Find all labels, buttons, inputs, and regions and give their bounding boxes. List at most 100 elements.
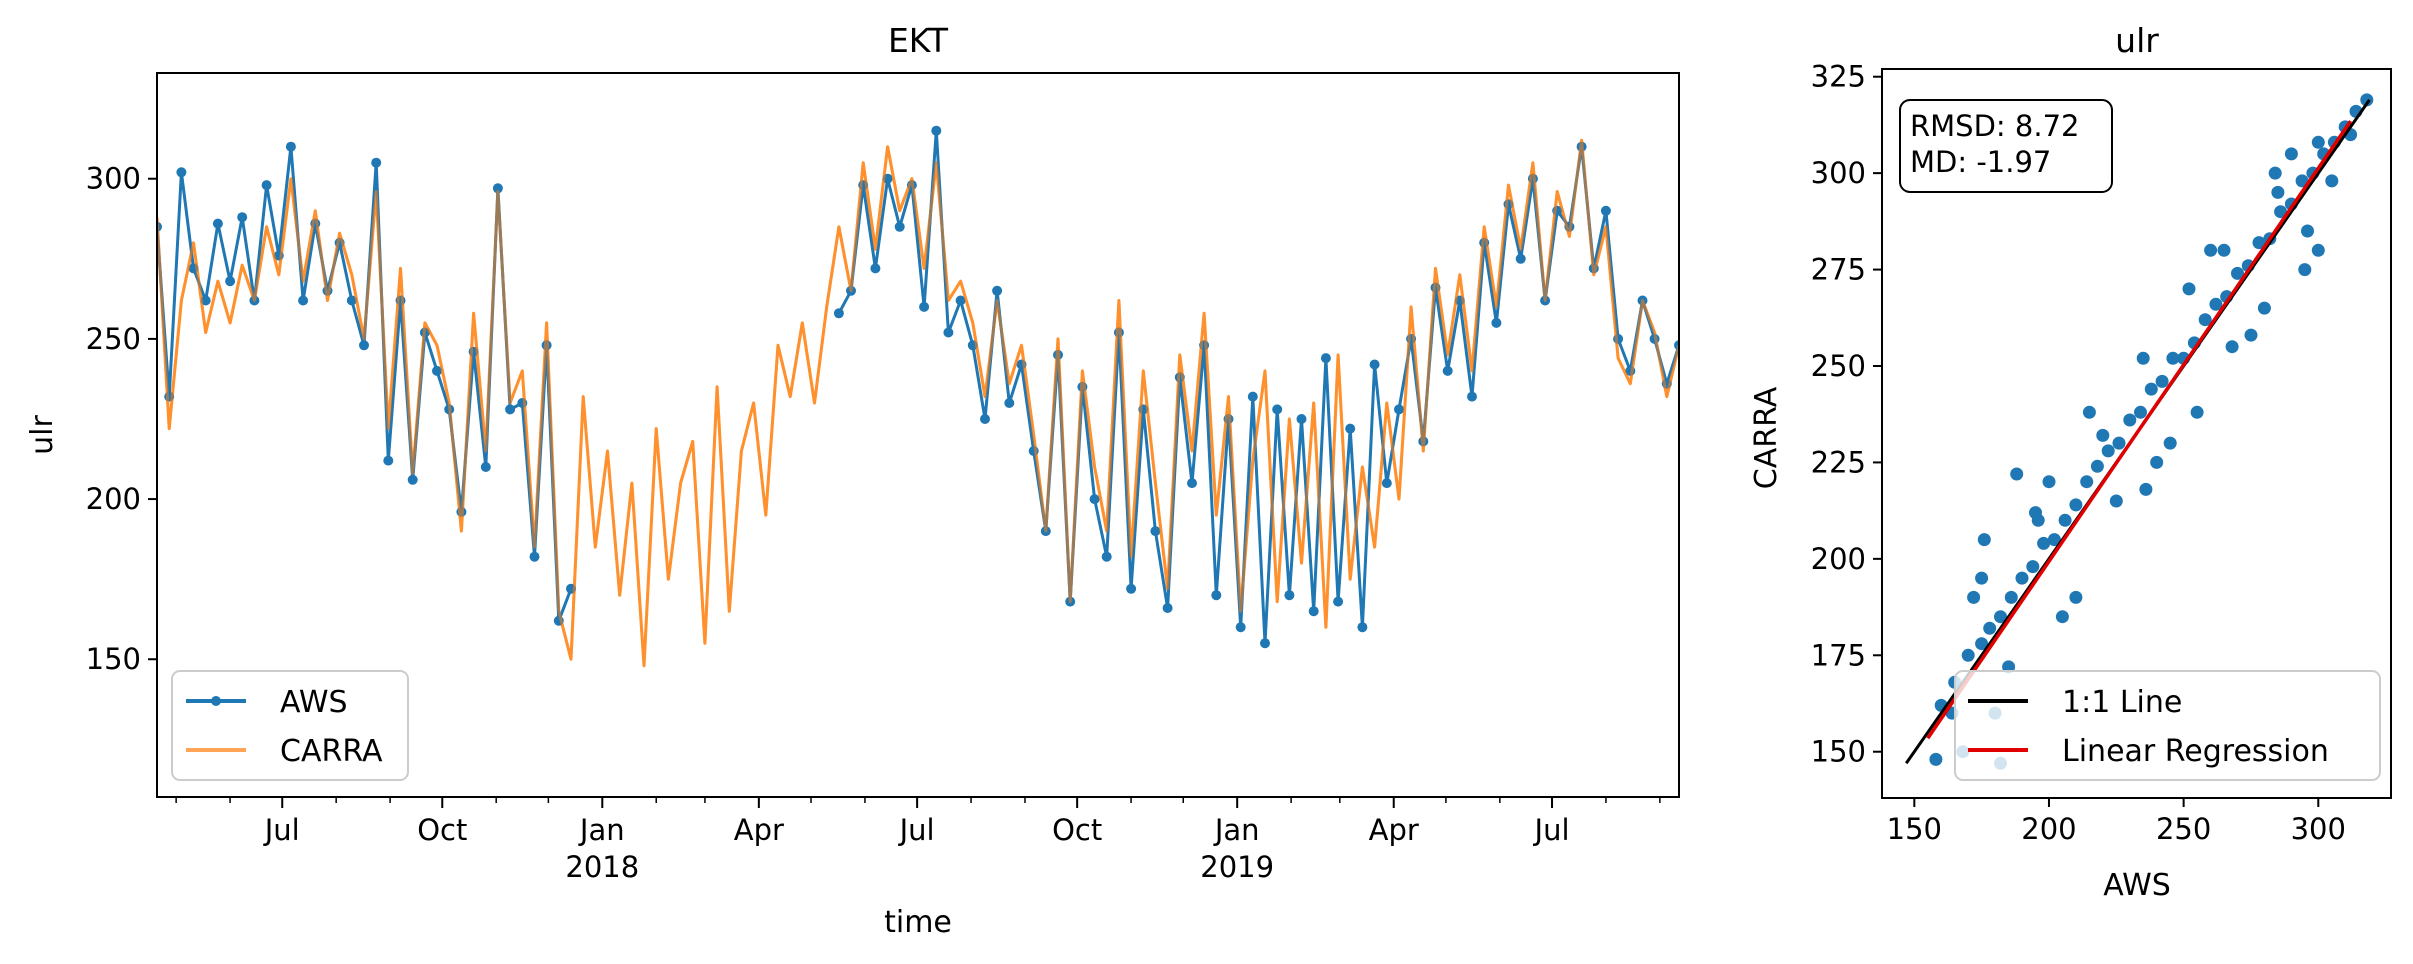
x-tick-label: Jul — [898, 813, 935, 847]
aws-point — [1235, 622, 1246, 633]
scatter-xlabel: AWS — [2103, 868, 2171, 903]
aws-point — [919, 301, 930, 312]
x-tick-label: Oct — [1052, 813, 1102, 847]
scatter-point — [2150, 455, 2164, 469]
scatter-point — [2037, 536, 2051, 550]
scatter-point — [2096, 428, 2110, 442]
legend-regression-label: Linear Regression — [2062, 734, 2329, 769]
x-tick-label: 250 — [2156, 812, 2211, 846]
aws-point — [955, 295, 966, 306]
x-tick-label: Jan — [578, 813, 625, 847]
aws-point — [261, 180, 272, 191]
scatter-point — [2015, 571, 2029, 585]
aws-point — [1260, 638, 1270, 649]
aws-point — [1369, 359, 1380, 370]
y-tick-label: 250 — [1811, 349, 1866, 383]
scatter-point — [2090, 459, 2104, 473]
scatter-point — [2139, 482, 2153, 496]
scatter-point — [1994, 610, 2007, 624]
legend-aws-label: AWS — [280, 685, 348, 720]
aws-point — [980, 414, 990, 424]
scatter-point — [2004, 590, 2018, 604]
scatter-point — [2298, 263, 2312, 277]
aws-point — [833, 308, 844, 319]
y-tick-label: 200 — [1811, 542, 1866, 576]
aws-point — [346, 295, 357, 306]
scatter-point — [2055, 610, 2069, 624]
y-tick-label: 275 — [1811, 253, 1866, 287]
x-tick-label: Jul — [1533, 813, 1570, 847]
stats-rmsd: RMSD: 8.72 — [1910, 109, 2079, 143]
scatter-point — [2163, 436, 2177, 450]
aws-point — [931, 125, 942, 136]
x-tick-label: 200 — [2021, 812, 2076, 846]
scatter-point — [2136, 351, 2150, 365]
scatter-point — [2109, 494, 2123, 508]
timeseries-y-ticks: 150 200 250 300 — [86, 162, 157, 676]
scatter-y-ticks: 150 175 200 225 250 275 300 325 — [1811, 60, 1882, 769]
aws-point — [1284, 590, 1295, 601]
aws-point — [285, 141, 296, 152]
legend-entry-carra: CARRA — [186, 734, 383, 769]
scatter-point — [2209, 297, 2223, 311]
aws-point — [1247, 391, 1258, 402]
aws-point — [1162, 603, 1173, 613]
scatter-x-ticks: 150 200 250 300 — [1887, 798, 2346, 846]
scatter-point — [1975, 637, 1989, 651]
timeseries-ylabel: ulr — [25, 414, 60, 454]
aws-point — [1467, 391, 1477, 402]
aws-point — [212, 218, 223, 229]
aws-point — [1187, 478, 1197, 489]
y-tick-label: 225 — [1811, 445, 1866, 479]
scatter-point — [2069, 498, 2083, 512]
scatter-point — [2311, 135, 2325, 149]
timeseries-legend-box — [171, 670, 409, 781]
scatter-point — [2204, 243, 2218, 257]
x-tick-label: Apr — [734, 813, 784, 847]
scatter-legend-box — [1954, 670, 2381, 781]
aws-point — [1381, 478, 1392, 489]
aws-point — [1491, 317, 1502, 328]
scatter-point — [1975, 571, 1989, 585]
aws-point — [492, 183, 503, 194]
legend-entry-aws: AWS — [186, 685, 348, 720]
scatter-point — [2198, 313, 2212, 327]
timeseries-plot-area — [157, 125, 1679, 668]
scatter-point — [2244, 328, 2258, 342]
aws-point — [480, 462, 491, 472]
legend-aws-marker — [211, 696, 221, 706]
aws-point — [1600, 205, 1611, 216]
aws-point — [529, 551, 540, 562]
aws-point — [225, 276, 236, 287]
aws-point — [407, 474, 418, 485]
y-tick-label: 325 — [1811, 60, 1866, 94]
aws-point — [1272, 404, 1283, 415]
scatter-point — [2268, 166, 2282, 180]
aws-point — [298, 295, 309, 306]
x-tick-label: Apr — [1369, 813, 1419, 847]
aws-point — [1308, 606, 1319, 617]
scatter-point — [2257, 301, 2271, 315]
legend-entry-one-to-one: 1:1 Line — [1968, 685, 2182, 720]
scatter-legend: 1:1 Line Linear Regression — [1954, 670, 2381, 781]
aws-point — [1126, 583, 1137, 594]
timeseries-title: EKT — [888, 21, 949, 60]
scatter-point — [2069, 590, 2083, 604]
aws-point — [1101, 551, 1112, 562]
y-tick-label: 200 — [86, 482, 141, 516]
scatter-point — [2031, 513, 2045, 527]
timeseries-legend: AWS CARRA — [171, 670, 409, 781]
stats-box: RMSD: 8.72 MD: -1.97 — [1899, 99, 2113, 193]
scatter-point — [2010, 467, 2024, 481]
regression-line — [1926, 120, 2353, 740]
scatter-point — [1983, 621, 1997, 635]
scatter-point — [2134, 405, 2147, 419]
scatter-point — [2231, 266, 2244, 280]
x-tick-label: Jul — [263, 813, 300, 847]
scatter-point — [1967, 590, 1981, 604]
aws-point — [992, 285, 1003, 296]
scatter-point — [2155, 374, 2169, 388]
x-tick-year-label: 2019 — [1200, 850, 1274, 884]
aws-point — [371, 157, 382, 168]
aws-point — [1296, 414, 1307, 424]
